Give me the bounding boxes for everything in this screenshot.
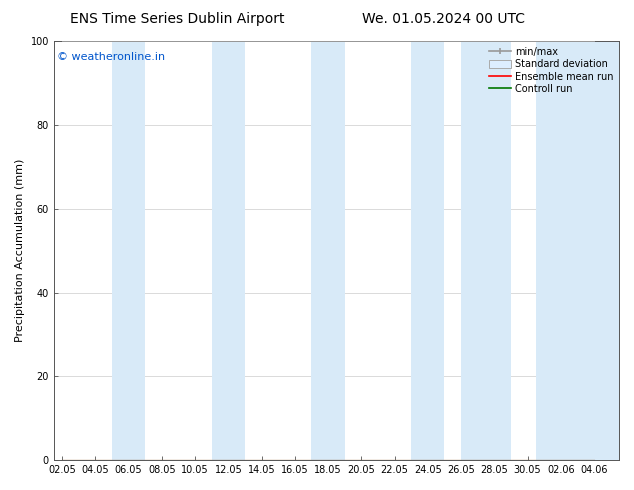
Bar (311, 41, 345, 460)
Bar (212, 41, 245, 460)
Text: ENS Time Series Dublin Airport: ENS Time Series Dublin Airport (70, 12, 285, 26)
Bar (536, 41, 619, 460)
Bar (411, 41, 444, 460)
Legend: min/max, Standard deviation, Ensemble mean run, Controll run: min/max, Standard deviation, Ensemble me… (486, 44, 616, 97)
Bar (461, 41, 511, 460)
Bar (112, 41, 145, 460)
Text: We. 01.05.2024 00 UTC: We. 01.05.2024 00 UTC (362, 12, 526, 26)
Text: © weatheronline.in: © weatheronline.in (56, 51, 165, 62)
Y-axis label: Precipitation Accumulation (mm): Precipitation Accumulation (mm) (15, 159, 25, 343)
